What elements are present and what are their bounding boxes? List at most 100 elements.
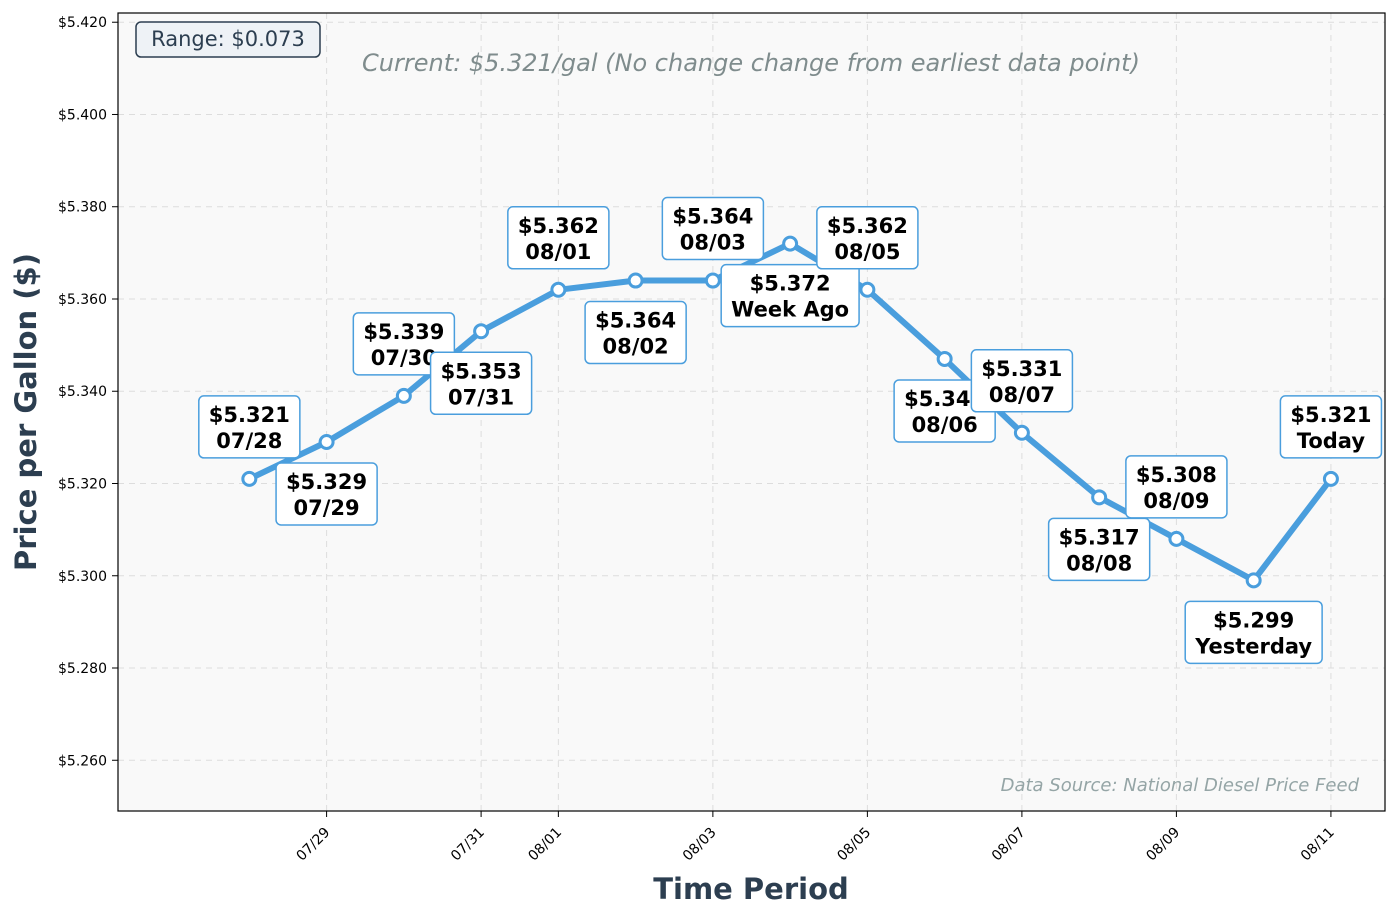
data-point [1168,530,1185,547]
chart-subtitle: Current: $5.321/gal (No change change fr… [362,49,1140,77]
y-tick-label: $5.340 [58,384,107,400]
y-tick-label: $5.280 [58,661,107,677]
x-tick-label: 07/29 [294,825,334,865]
point-label-price: $5.353 [441,359,522,383]
range-label: Range: $0.073 [151,27,305,51]
y-tick-label: $5.320 [58,476,107,492]
point-label-price: $5.372 [750,272,831,296]
data-point [1091,489,1108,506]
data-point [1013,424,1030,441]
y-tick-label: $5.400 [58,107,107,123]
y-tick-label: $5.360 [58,292,107,308]
data-point [936,350,953,367]
x-tick-label: 08/05 [834,825,874,865]
data-source: Data Source: National Diesel Price Feed [1001,775,1360,796]
point-label-date: 08/09 [1143,489,1209,513]
data-point [241,470,258,487]
plot-area [118,13,1385,811]
y-tick-label: $5.300 [58,569,107,585]
point-label-price: $5.308 [1136,463,1217,487]
point-label-date: 07/31 [448,385,514,409]
point-label-price: $5.331 [981,357,1062,381]
y-tick-label: $5.260 [58,753,107,769]
point-label-price: $5.364 [595,309,676,333]
y-tick-label: $5.420 [58,15,107,31]
point-label-box [584,300,687,365]
range-box: Range: $0.073 [135,21,321,58]
point-label-box [1047,517,1151,582]
point-label-box [720,263,860,328]
data-point [782,235,799,252]
point-label-date: 08/05 [834,240,900,264]
point-label-date: Today [1297,429,1366,453]
data-point [704,272,721,289]
point-label-date: 08/06 [912,413,978,437]
x-axis: 07/29 07/31 08/01 08/03 08/05 08/07 08/09 08/11 [294,811,1338,864]
point-label-box [1184,600,1323,665]
point-label-box [275,462,378,526]
point-label-box [661,196,765,261]
point-label-price: $5.329 [286,470,367,494]
point-label-box [429,351,533,416]
point-label-price: $5.364 [672,205,753,229]
point-label-box [352,312,456,376]
x-tick-label: 08/01 [525,825,565,865]
point-label-box [970,349,1074,413]
x-tick-label: 08/03 [680,825,720,865]
x-tick-label: 08/11 [1298,825,1338,865]
data-point [859,281,876,298]
point-label-price: $5.321 [209,403,290,427]
point-label-date: 08/02 [603,335,669,359]
point-label-box [507,206,610,270]
point-label-price: $5.317 [1059,525,1140,549]
data-point [627,272,644,289]
point-label-box [198,395,301,459]
point-label-date: 08/03 [680,231,746,255]
point-label-date: 08/01 [525,240,591,264]
data-point [550,281,567,298]
point-label-price: $5.339 [363,320,444,344]
data-point [318,433,335,450]
y-axis-title: Price per Gallon ($) [9,253,43,571]
y-tick-label: $5.380 [58,200,107,216]
point-label-price: $5.362 [518,214,599,238]
point-label-date: Week Ago [731,298,849,322]
point-label-date: Yesterday [1194,634,1312,658]
x-axis-title: Time Period [653,872,849,906]
point-label-date: 07/29 [294,496,360,520]
x-tick-label: 08/09 [1143,825,1183,865]
point-label-price: $5.299 [1213,608,1294,632]
point-label-box [1125,455,1228,519]
point-label-price: $5.362 [827,214,908,238]
data-point [473,323,490,340]
y-axis: $5.260 $5.280 $5.300 $5.320 $5.340 $5.360 $5.3… [58,15,118,769]
point-label-date: 07/28 [216,429,282,453]
point-label-price: $5.321 [1290,403,1371,427]
x-tick-label: 07/31 [448,825,488,865]
point-label-date: 08/08 [1066,551,1132,575]
point-labels: $5.32107/28$5.32907/29$5.33907/30$5.3530… [198,196,1383,665]
data-points [241,235,1339,589]
data-point [1245,572,1262,589]
point-label-box [1279,395,1383,459]
plot-frame [117,12,1386,812]
data-point [395,387,412,404]
point-label-date: 07/30 [371,346,437,370]
point-label-date: 08/07 [989,383,1055,407]
data-point [1322,470,1339,487]
